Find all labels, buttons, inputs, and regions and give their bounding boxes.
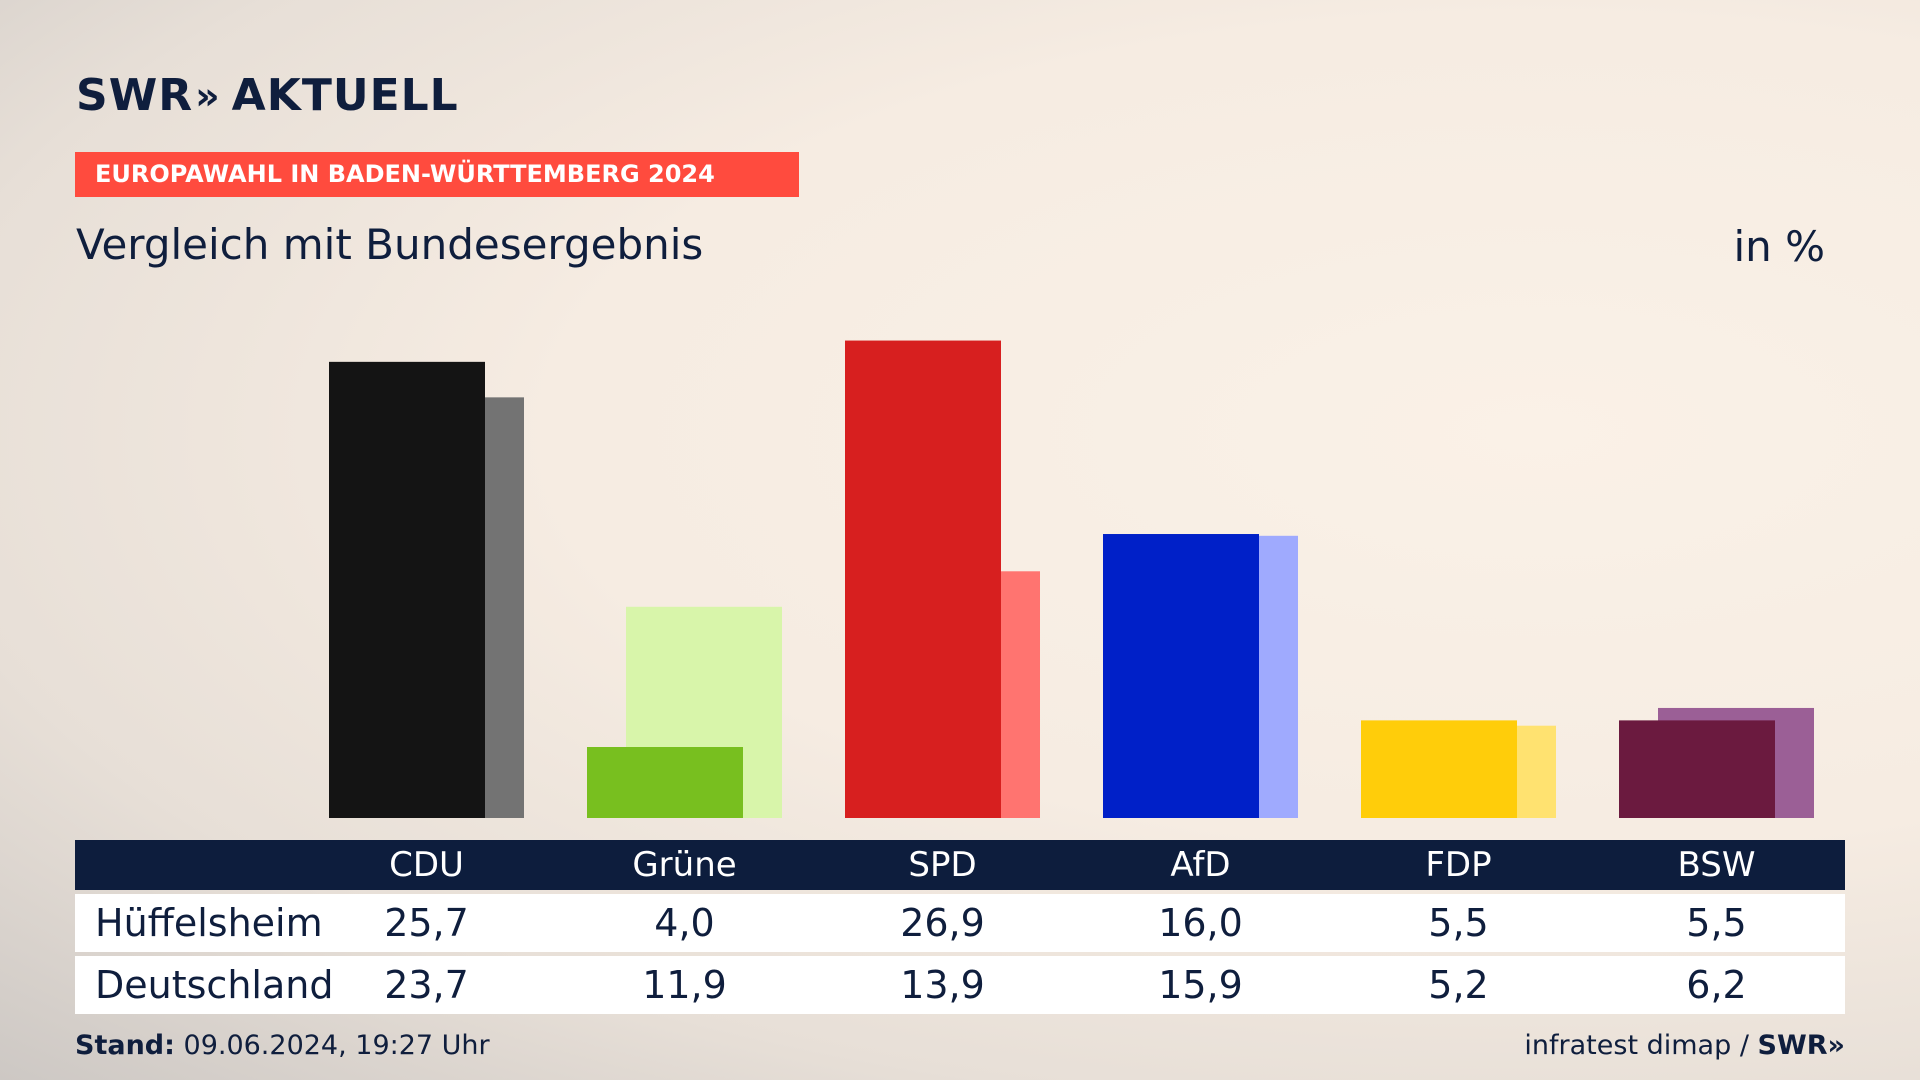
party-label-5: BSW	[1677, 845, 1756, 885]
party-label-2: SPD	[908, 845, 977, 885]
source-credit: infratest dimap / SWR»	[1524, 1030, 1845, 1061]
value-cell-1-3: 15,9	[1158, 963, 1243, 1007]
party-label-4: FDP	[1425, 845, 1492, 885]
source-text: infratest dimap /	[1524, 1030, 1749, 1061]
value-cell-1-5: 6,2	[1686, 963, 1747, 1007]
value-cell-0-4: 5,5	[1428, 901, 1489, 945]
party-label-0: CDU	[389, 845, 464, 885]
chart-subtitle: Vergleich mit Bundesergebnis	[76, 220, 704, 269]
source-logo: SWR»	[1757, 1030, 1845, 1061]
value-cell-0-2: 26,9	[900, 901, 985, 945]
value-cell-1-0: 23,7	[384, 963, 469, 1007]
timestamp: Stand: 09.06.2024, 19:27 Uhr	[75, 1030, 490, 1061]
election-banner: EUROPAWAHL IN BADEN-WÜRTTEMBERG 2024	[75, 152, 799, 197]
value-cell-1-2: 13,9	[900, 963, 985, 1007]
unit-label: in %	[1733, 222, 1825, 271]
bar-local-3	[1103, 534, 1259, 818]
value-cell-0-0: 25,7	[384, 901, 469, 945]
bar-local-1	[587, 747, 743, 818]
bar-local-5	[1619, 720, 1775, 818]
table-header: CDU Grüne SPD AfD FDP BSW	[75, 840, 1845, 890]
table-row: Hüffelsheim 25,7 4,0 26,9 16,0 5,5 5,5	[75, 894, 1845, 952]
table-row: Deutschland 23,7 11,9 13,9 15,9 5,2 6,2	[75, 956, 1845, 1014]
value-cell-1-1: 11,9	[642, 963, 727, 1007]
logo-main: SWR	[76, 70, 194, 121]
logo-sub: AKTUELL	[231, 70, 459, 121]
value-cell-0-1: 4,0	[654, 901, 715, 945]
swr-aktuell-logo: SWR » AKTUELL	[76, 70, 459, 121]
bar-local-0	[329, 361, 485, 818]
stand-value: 09.06.2024, 19:27 Uhr	[183, 1030, 490, 1061]
value-cell-0-3: 16,0	[1158, 901, 1243, 945]
stand-label: Stand:	[75, 1030, 175, 1061]
party-label-3: AfD	[1170, 845, 1231, 885]
row-label-local: Hüffelsheim	[95, 901, 323, 945]
value-cell-1-4: 5,2	[1428, 963, 1489, 1007]
bar-local-2	[845, 340, 1001, 818]
party-label-1: Grüne	[632, 845, 737, 885]
results-table: CDU Grüne SPD AfD FDP BSW Hüffelsheim 25,7 4,0…	[75, 840, 1845, 1014]
bar-local-4	[1361, 720, 1517, 818]
row-label-federal: Deutschland	[95, 963, 334, 1007]
value-cell-0-5: 5,5	[1686, 901, 1747, 945]
